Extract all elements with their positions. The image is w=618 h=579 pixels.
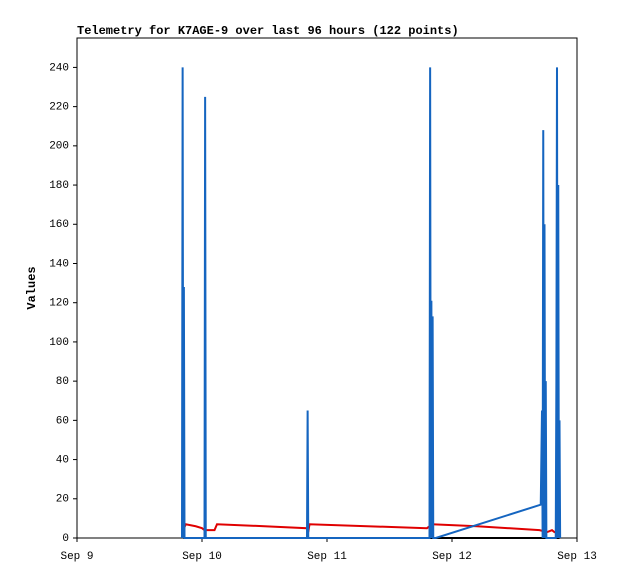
x-tick-label: Sep 11 [307,551,347,563]
y-tick-label: 220 [49,102,69,114]
y-tick-label: 140 [49,258,69,270]
y-tick-label: 200 [49,141,69,153]
y-tick-label: 0 [62,533,69,545]
y-axis-label: Values [25,266,39,309]
x-tick-label: Sep 10 [182,551,222,563]
x-tick-label: Sep 12 [432,551,472,563]
y-tick-label: 120 [49,298,69,310]
y-tick-label: 40 [56,454,69,466]
y-tick-label: 20 [56,494,69,506]
y-tick-label: 240 [49,62,69,74]
y-tick-label: 60 [56,415,69,427]
y-tick-label: 80 [56,376,69,388]
y-tick-label: 100 [49,337,69,349]
y-tick-label: 180 [49,180,69,192]
y-tick-label: 160 [49,219,69,231]
data-line [181,67,562,539]
x-tick-label: Sep 9 [60,551,93,563]
x-tick-label: Sep 13 [557,551,597,563]
chart-title: Telemetry for K7AGE-9 over last 96 hours… [77,24,459,38]
